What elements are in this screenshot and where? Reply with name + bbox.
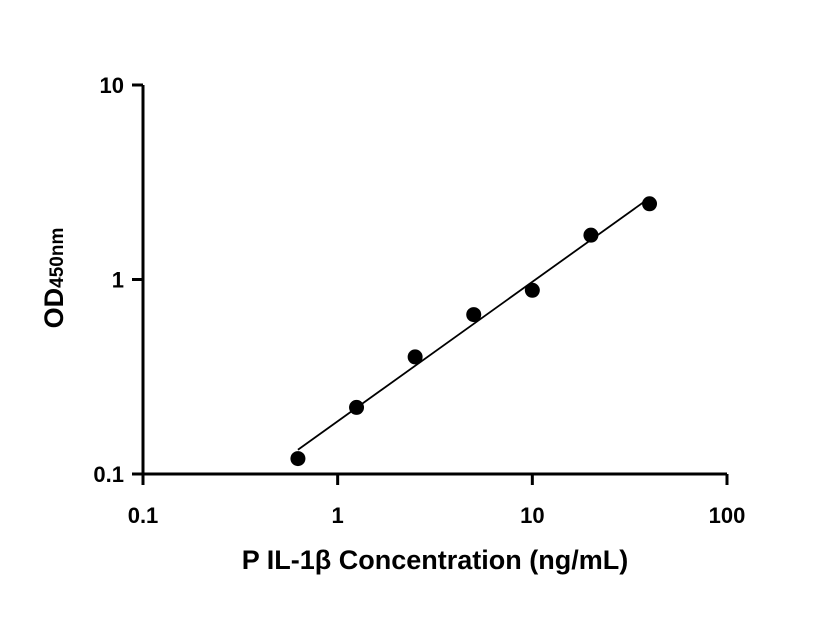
x-tick-label: 10 (520, 503, 544, 528)
y-axis-title: OD450nm (39, 228, 69, 329)
x-axis-title: P IL-1β Concentration (ng/mL) (242, 545, 628, 575)
x-tick-label: 1 (332, 503, 344, 528)
y-tick-label: 0.1 (93, 462, 124, 487)
axes: 0.1 1 10 100 0.1 1 10 (93, 73, 745, 528)
plot-marks (290, 196, 658, 467)
y-tick-label: 1 (112, 268, 124, 293)
x-tick-label: 100 (709, 503, 746, 528)
x-tick-label: 0.1 (128, 503, 159, 528)
data-point (290, 451, 306, 467)
y-axis-title-main: OD (39, 288, 69, 329)
data-point (407, 349, 423, 365)
data-point (466, 307, 482, 323)
data-point (349, 399, 365, 415)
data-point (642, 196, 658, 212)
data-point (524, 282, 540, 298)
y-axis-title-sub: 450nm (47, 228, 68, 288)
data-point (583, 227, 599, 243)
y-tick-label: 10 (100, 73, 124, 98)
